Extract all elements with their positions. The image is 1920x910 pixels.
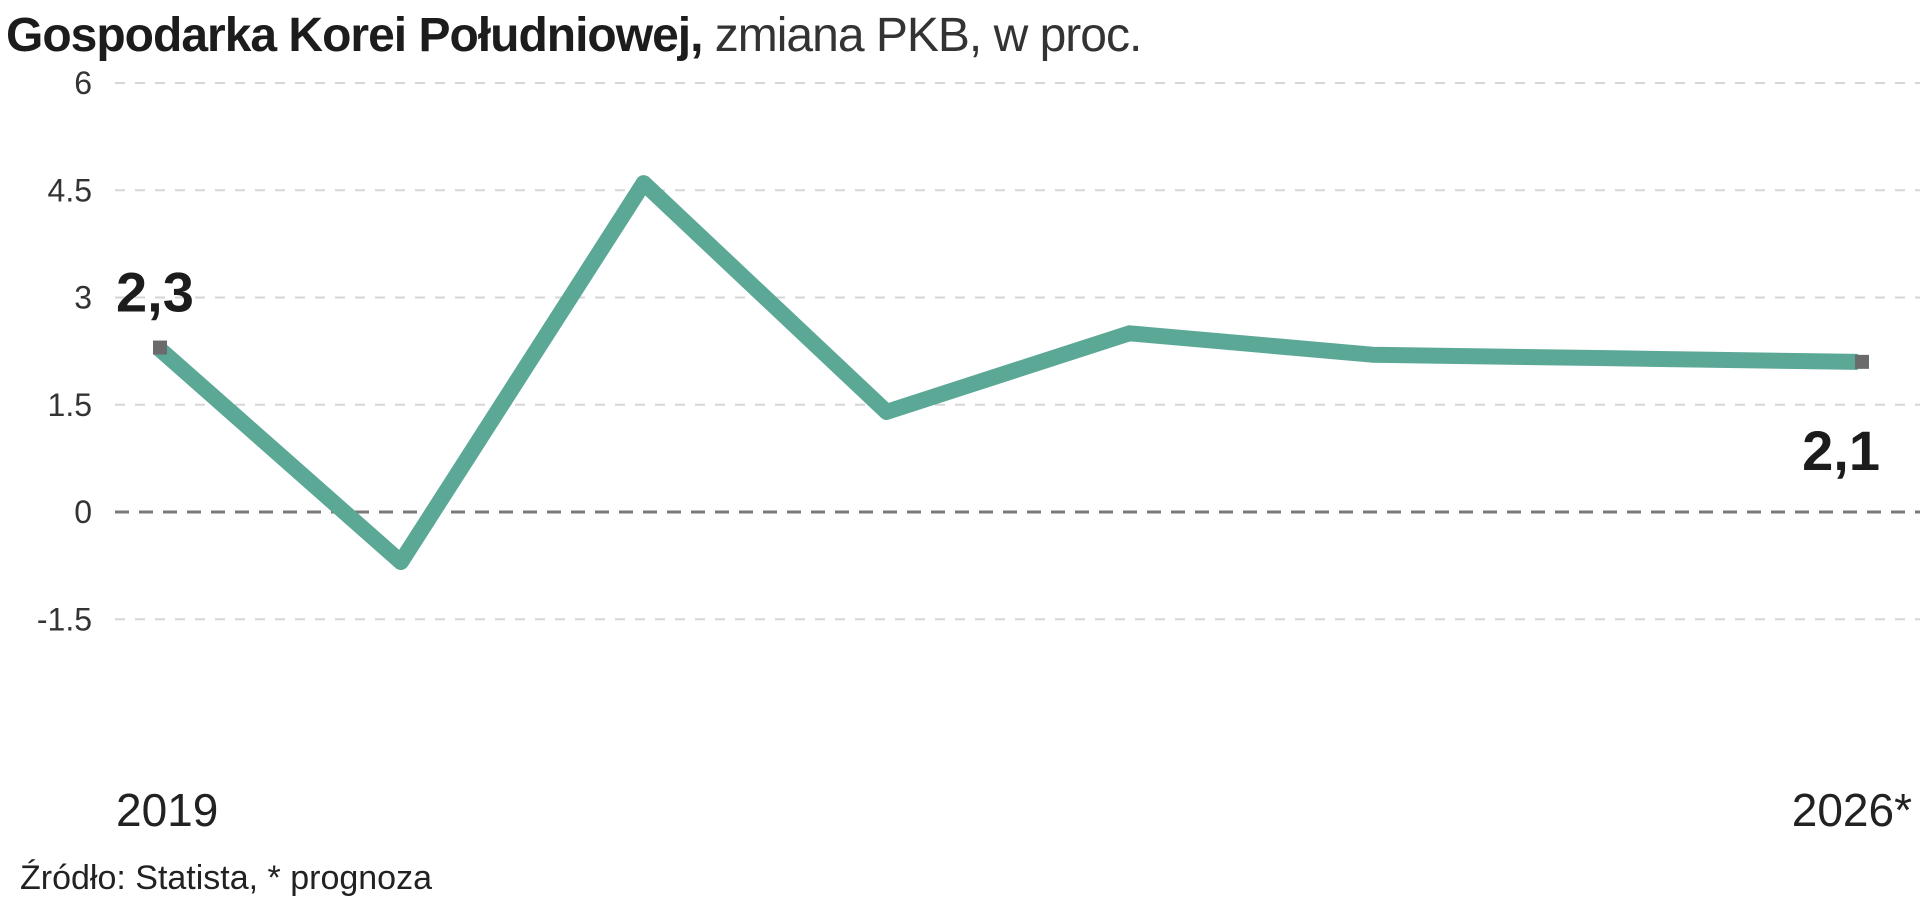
chart-title: Gospodarka Korei Południowej, zmiana PKB… bbox=[6, 6, 1143, 66]
chart-title-light: zmiana PKB, w proc. bbox=[702, 9, 1143, 62]
data-label: 2,1 bbox=[1802, 419, 1880, 482]
x-tick-label: 2019 bbox=[116, 784, 218, 836]
series-layer bbox=[152, 175, 1859, 570]
y-tick-label: 0 bbox=[74, 494, 92, 530]
data-label: 2,3 bbox=[116, 261, 194, 324]
data-label-layer: 2,3 2,1 bbox=[116, 261, 1880, 482]
chart-title-bold: Gospodarka Korei Południowej, bbox=[6, 9, 703, 62]
x-tick-label: 2026* bbox=[1792, 784, 1912, 836]
grid-lines bbox=[115, 82, 1920, 621]
y-tick-label: 6 bbox=[74, 65, 92, 101]
data-point-marker bbox=[1855, 354, 1869, 369]
y-tick-label: 4.5 bbox=[48, 172, 92, 208]
chart-source-note: Źródło: Statista, * prognoza bbox=[20, 859, 433, 897]
y-tick-label: 3 bbox=[74, 280, 92, 316]
x-axis-tick-labels: 2019 2026* bbox=[116, 784, 1912, 836]
data-point-marker bbox=[153, 340, 167, 355]
y-tick-label: -1.5 bbox=[37, 601, 92, 637]
y-tick-label: 1.5 bbox=[48, 387, 92, 423]
y-axis-tick-labels: 6 4.5 3 1.5 0 -1.5 bbox=[37, 65, 92, 637]
series-line bbox=[152, 175, 1859, 570]
marker-layer bbox=[153, 340, 1869, 369]
